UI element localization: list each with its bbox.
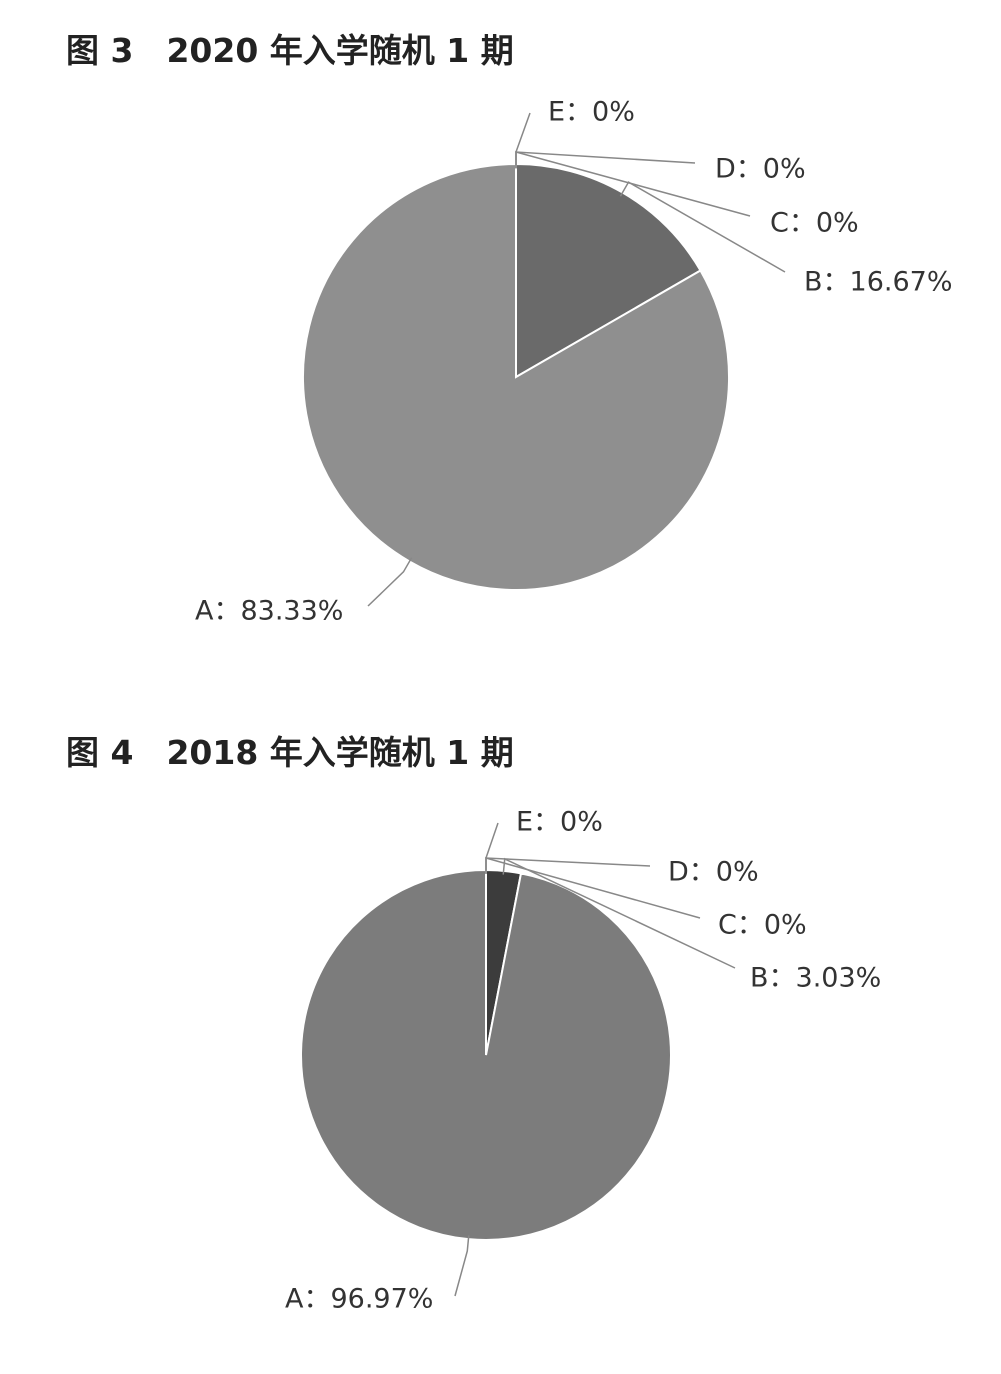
data-label: B：16.67%	[804, 267, 952, 298]
data-label: D：0%	[715, 154, 806, 185]
data-label: A：83.33%	[195, 596, 343, 627]
leader-line	[485, 822, 499, 874]
data-label: E：0%	[548, 97, 635, 128]
chart-title: 图 4 2018 年入学随机 1 期	[66, 733, 514, 772]
data-label: C：0%	[718, 910, 807, 941]
chart-title: 图 3 2020 年入学随机 1 期	[66, 31, 514, 70]
data-label: C：0%	[770, 208, 859, 239]
data-label: A：96.97%	[285, 1284, 433, 1315]
leader-line	[367, 557, 413, 607]
leader-line	[454, 1235, 470, 1297]
data-label: D：0%	[668, 857, 759, 888]
data-label: E：0%	[516, 807, 603, 838]
pie-slice	[300, 868, 672, 1241]
data-label: B：3.03%	[750, 963, 881, 994]
leader-line	[515, 112, 531, 169]
